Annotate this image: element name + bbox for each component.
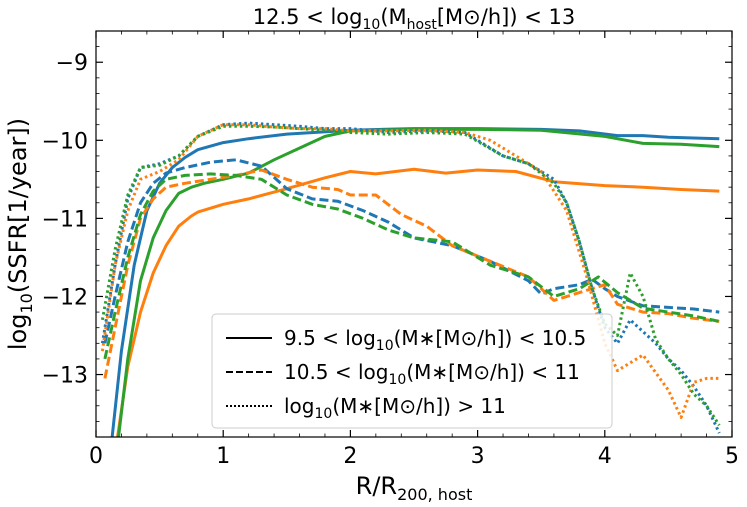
x-tick-label: 4 xyxy=(598,444,612,469)
series-dotted-green xyxy=(100,124,721,427)
series-dotted-blue xyxy=(100,121,721,434)
y-tick-label: −13 xyxy=(42,364,88,389)
x-tick-label: 1 xyxy=(216,444,230,469)
y-axis-label: log10(SSFR[1/year]) xyxy=(4,118,36,350)
plot-frame xyxy=(95,30,733,438)
legend-dotted-label: log10(M∗[M⊙/h]) > 11 xyxy=(284,394,506,422)
series-layer xyxy=(100,121,721,437)
y-tick-label: −12 xyxy=(42,285,88,310)
y-tick-label: −9 xyxy=(56,51,88,76)
x-tick-label: 2 xyxy=(343,444,357,469)
legend: 9.5 < log10(M∗[M⊙/h]) < 10.5 10.5 < log1… xyxy=(211,313,613,429)
tick-layer: 0 1 2 3 4 5 −13 −12 −11 −10 −9 xyxy=(42,30,739,469)
x-tick-label: 0 xyxy=(89,444,103,469)
x-tick-label: 5 xyxy=(725,444,739,469)
x-tick-label: 3 xyxy=(471,444,485,469)
legend-entry-dotted: log10(M∗[M⊙/h]) > 11 xyxy=(226,394,506,422)
legend-entry-solid: 9.5 < log10(M∗[M⊙/h]) < 10.5 xyxy=(226,326,586,354)
chart-title: 12.5 < log10(Mhost[M⊙/h]) < 13 xyxy=(253,5,575,33)
series-solid-green xyxy=(117,127,720,437)
legend-dashed-label: 10.5 < log10(M∗[M⊙/h]) < 11 xyxy=(284,360,580,388)
series-dashed-orange xyxy=(103,168,720,379)
y-tick-label: −11 xyxy=(42,207,88,232)
series-dashed-green xyxy=(103,172,720,360)
legend-solid-label: 9.5 < log10(M∗[M⊙/h]) < 10.5 xyxy=(284,326,586,354)
x-axis-label: R/R200, host xyxy=(356,472,473,504)
legend-box xyxy=(211,313,613,429)
series-dotted-orange xyxy=(100,123,720,419)
y-tick-label: −10 xyxy=(42,129,88,154)
legend-entry-dashed: 10.5 < log10(M∗[M⊙/h]) < 11 xyxy=(226,360,580,388)
series-solid-orange xyxy=(116,167,720,437)
